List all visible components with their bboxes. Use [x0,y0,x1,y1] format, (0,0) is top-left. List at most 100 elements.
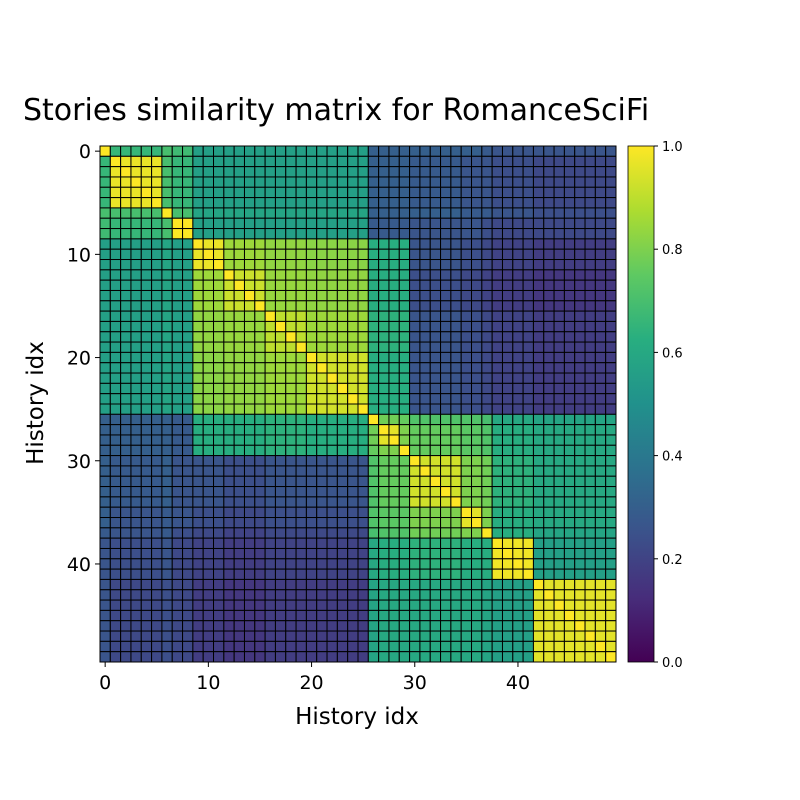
heatmap-cell [440,599,452,611]
heatmap-cell [171,393,184,405]
heatmap-cell [522,537,534,549]
heatmap-cell [347,599,359,611]
heatmap-cell [471,620,483,632]
heatmap-cell [594,558,607,570]
heatmap-cell [419,444,431,457]
heatmap-cell [151,413,163,426]
heatmap-cell [512,217,524,230]
heatmap-cell [378,589,390,601]
heatmap-cell [460,362,473,374]
heatmap-cell [151,547,163,560]
heatmap-cell [161,517,173,529]
heatmap-cell [491,527,503,539]
heatmap-cell [522,486,534,498]
heatmap-cell [233,197,245,209]
heatmap-cell [161,166,173,178]
heatmap-cell [120,393,132,405]
heatmap-cell [574,145,586,157]
heatmap-cell [574,486,586,498]
heatmap-cell [254,599,266,611]
heatmap-cell [223,496,235,508]
heatmap-cell [419,475,431,488]
chart-title: Stories similarity matrix for RomanceSci… [23,93,649,128]
heatmap-cell [254,630,266,642]
heatmap-cell [481,228,493,240]
heatmap-cell [584,393,596,405]
heatmap-cell [357,475,369,488]
heatmap-cell [512,599,524,611]
heatmap-cell [326,166,338,178]
heatmap-cell [326,444,338,457]
heatmap-cell [553,403,565,415]
heatmap-cell [553,320,565,333]
heatmap-cell [522,517,534,529]
heatmap-cell [264,620,276,632]
heatmap-cell [532,341,545,353]
heatmap-cell [285,300,297,312]
heatmap-cell [336,207,349,219]
heatmap-cell [213,620,225,632]
heatmap-cell [357,434,369,446]
heatmap-cell [388,517,400,529]
heatmap-cell [130,248,142,261]
heatmap-cell [429,444,442,457]
heatmap-cell [274,382,287,395]
heatmap-cell [254,197,266,209]
heatmap-cell [274,413,287,426]
heatmap-cell [254,382,266,395]
heatmap-cell [460,424,473,436]
heatmap-cell [295,558,307,570]
heatmap-cell [357,372,369,384]
heatmap-cell [151,279,163,291]
heatmap-cell [161,300,173,312]
heatmap-cell [522,186,534,199]
heatmap-cell [161,207,173,219]
heatmap-cell [574,620,586,632]
heatmap-cell [151,248,163,261]
heatmap-cell [223,228,235,240]
heatmap-cell [450,434,462,446]
heatmap-cell [202,609,215,622]
heatmap-cell [512,341,524,353]
heatmap-cell [481,155,493,168]
heatmap-cell [501,517,514,529]
heatmap-cell [336,289,349,302]
heatmap-cell [347,496,359,508]
heatmap-cell [109,331,122,343]
heatmap-cell [522,310,534,322]
heatmap-cell [305,289,318,302]
heatmap-cell [367,630,380,642]
heatmap-cell [501,279,514,291]
heatmap-cell [532,620,545,632]
heatmap-cell [233,589,245,601]
heatmap-cell [202,310,215,322]
heatmap-cell [409,155,421,168]
heatmap-cell [120,630,132,642]
heatmap-cell [347,289,359,302]
heatmap-cell [285,310,297,322]
heatmap-cell [336,578,349,591]
heatmap-cell [233,496,245,508]
heatmap-cell [171,465,184,477]
heatmap-cell [419,145,431,157]
heatmap-cell [130,393,142,405]
heatmap-cell [429,547,442,560]
heatmap-cell [274,589,287,601]
heatmap-cell [584,547,596,560]
heatmap-cell [429,248,442,261]
heatmap-cell [264,320,276,333]
heatmap-cell [243,609,256,622]
heatmap-cell [151,486,163,498]
heatmap-cell [213,176,225,188]
heatmap-cell [140,537,153,549]
heatmap-cell [563,351,576,364]
heatmap-cell [532,310,545,322]
heatmap-cell [161,506,173,519]
heatmap-cell [243,578,256,591]
heatmap-cell [243,166,256,178]
heatmap-cell [336,300,349,312]
heatmap-cell [388,331,400,343]
heatmap-cell [501,444,514,457]
heatmap-cell [594,599,607,611]
heatmap-cell [140,640,153,653]
